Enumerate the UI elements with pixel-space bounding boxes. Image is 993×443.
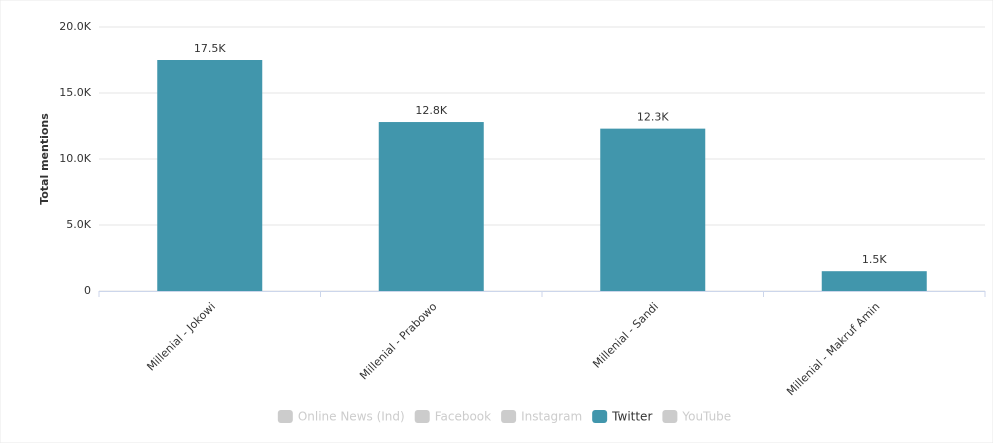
y-tick-label: 5.0K [66, 218, 91, 231]
legend-item[interactable]: Twitter [611, 410, 652, 424]
legend-item[interactable]: Facebook [435, 410, 491, 424]
data-label: 17.5K [194, 42, 226, 55]
bar [821, 271, 927, 291]
data-label: 12.3K [637, 111, 669, 124]
bar [600, 128, 706, 291]
y-tick-label: 20.0K [59, 20, 91, 33]
bar [157, 60, 263, 291]
legend-swatch[interactable] [501, 410, 517, 423]
bar [378, 122, 484, 291]
y-axis-title: Total mentions [38, 113, 51, 205]
y-tick-label: 10.0K [59, 152, 91, 165]
data-label: 12.8K [415, 104, 447, 117]
legend-swatch[interactable] [592, 410, 608, 423]
legend-swatch[interactable] [662, 410, 678, 423]
legend-item[interactable]: YouTube [681, 410, 731, 424]
y-tick-label: 15.0K [59, 86, 91, 99]
legend-swatch[interactable] [277, 410, 293, 423]
legend-item[interactable]: Online News (Ind) [298, 410, 405, 424]
y-tick-label: 0 [84, 284, 91, 297]
legend-item[interactable]: Instagram [521, 410, 582, 424]
legend-swatch[interactable] [414, 410, 430, 423]
data-label: 1.5K [862, 253, 887, 266]
